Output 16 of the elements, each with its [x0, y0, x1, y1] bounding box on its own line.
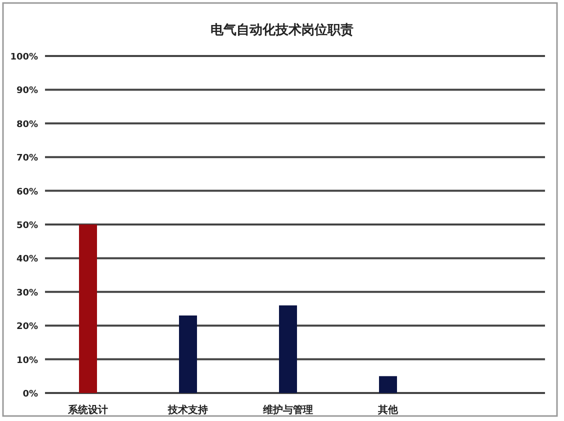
y-tick-label: 30%	[16, 288, 38, 298]
chart-title: 电气自动化技术岗位职责	[210, 22, 354, 38]
y-tick-label: 10%	[16, 356, 38, 366]
y-tick-label: 40%	[16, 254, 38, 265]
y-tick-label: 50%	[16, 221, 38, 231]
y-tick-label: 70%	[16, 154, 38, 164]
y-tick-label: 0%	[22, 390, 38, 400]
y-tick-label: 60%	[16, 187, 38, 198]
x-tick-label: 其他	[377, 404, 399, 416]
y-tick-label: 80%	[16, 120, 38, 130]
x-tick-label: 维护与管理	[262, 404, 313, 416]
y-tick-label: 20%	[16, 322, 38, 332]
x-tick-label: 技术支持	[167, 404, 208, 416]
y-tick-label: 100%	[10, 52, 38, 62]
x-tick-label: 系统设计	[67, 404, 108, 416]
y-tick-label: 90%	[16, 86, 38, 96]
